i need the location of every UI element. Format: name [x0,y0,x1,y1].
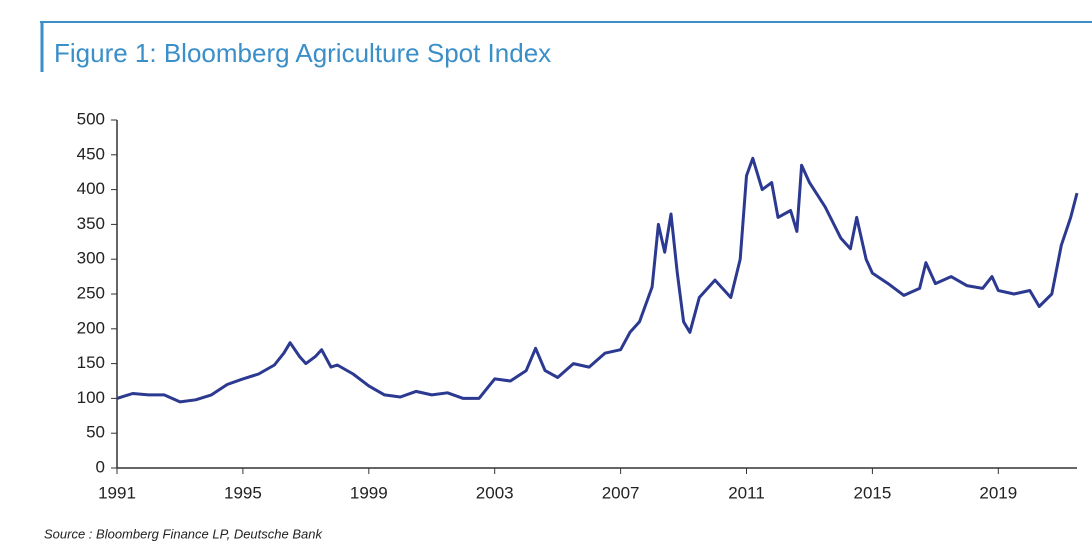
line-series [116,156,1079,404]
x-tick-label: 1991 [98,483,136,502]
y-tick-label: 250 [77,283,105,302]
y-tick-label: 50 [86,423,105,442]
y-tick-label: 500 [77,109,105,128]
y-tick-label: 0 [96,457,105,476]
y-tick-label: 350 [77,214,105,233]
x-tick-label: 2007 [602,483,640,502]
y-tick-label: 450 [77,144,105,163]
x-tick-label: 2003 [476,483,514,502]
x-tick-label: 1999 [350,483,388,502]
x-tick-label: 2015 [853,483,891,502]
chart-title: Figure 1: Bloomberg Agriculture Spot Ind… [54,38,551,68]
x-tick-label: 2011 [728,483,765,502]
y-tick-label: 200 [77,318,105,337]
y-tick-label: 150 [77,353,105,372]
x-tick-label: 1995 [224,483,262,502]
y-tick-label: 400 [77,179,105,198]
y-tick-label: 100 [77,388,105,407]
x-tick-label: 2019 [979,483,1017,502]
source: Source : Bloomberg Finance LP, Deutsche … [44,526,323,541]
y-tick-label: 300 [77,249,105,268]
